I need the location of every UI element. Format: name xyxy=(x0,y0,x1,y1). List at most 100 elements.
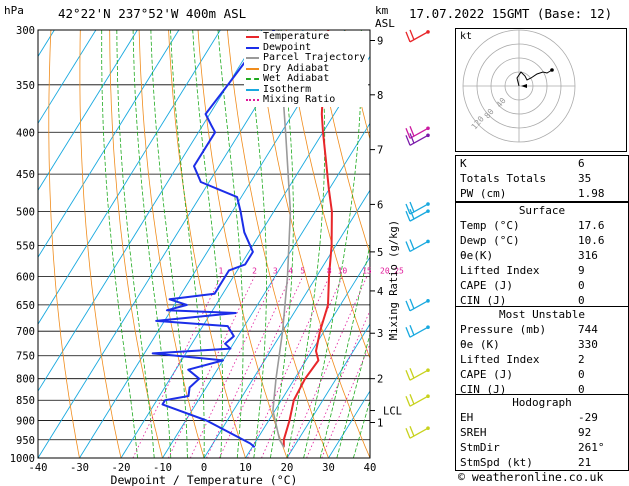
wet-adiabat-line xyxy=(217,30,244,458)
temperature-tick-label: 0 xyxy=(201,462,207,474)
dry-adiabat-line xyxy=(168,30,246,458)
mixing-ratio-label: 10 xyxy=(338,266,348,275)
pressure-tick-label: 600 xyxy=(16,271,35,283)
hodo-value: 261° xyxy=(578,441,605,454)
wind-barb xyxy=(405,29,430,43)
mu-label: Pressure (mb) xyxy=(460,323,547,336)
km-tick-label: 9 xyxy=(377,36,383,48)
hodo-row: SREH 92 xyxy=(456,425,628,440)
surface-value: 0 xyxy=(578,279,585,292)
km-tick-label: 2 xyxy=(377,374,383,386)
mixing-ratio-label: 25 xyxy=(394,266,404,275)
index-row-totals: Totals Totals 35 xyxy=(456,171,628,186)
wind-barb xyxy=(405,425,430,439)
wet-adiabat-line xyxy=(246,30,267,458)
x-axis-title: Dewpoint / Temperature (°C) xyxy=(111,473,298,486)
index-value: 1.98 xyxy=(578,187,605,200)
legend-swatch xyxy=(246,99,259,102)
wet-adiabat-line xyxy=(132,30,172,458)
temperature-tick-label: -30 xyxy=(70,462,89,474)
km-tick-label: 1 xyxy=(377,418,383,430)
legend-item: Wet Adiabat xyxy=(246,73,365,85)
hodograph-chart: kt 120 80 40 xyxy=(455,28,627,152)
wind-barb xyxy=(405,393,430,407)
legend-label: Isotherm xyxy=(263,83,312,95)
wind-barb xyxy=(405,201,430,215)
pressure-tick-label: 650 xyxy=(16,300,35,312)
isotherm-line xyxy=(162,122,370,458)
temperature-tick-label: 30 xyxy=(322,462,335,474)
hodograph-trace xyxy=(516,69,553,87)
legend-label: Dry Adiabat xyxy=(263,62,330,74)
location-title: 42°22'N 237°52'W 400m ASL xyxy=(58,6,247,21)
isotherm-line xyxy=(38,30,263,392)
surface-row: CIN (J) 0 xyxy=(456,293,628,308)
surface-value: 0 xyxy=(578,294,585,307)
hodo-value: 92 xyxy=(578,426,592,439)
surface-value: 17.6 xyxy=(578,219,605,232)
dewpoint-series xyxy=(151,30,276,448)
temperature-tick-label: 10 xyxy=(239,462,252,474)
legend-swatch xyxy=(246,46,259,49)
index-value: 6 xyxy=(578,157,585,170)
km-tick-label: 8 xyxy=(377,90,383,102)
legend-label: Dewpoint xyxy=(263,41,312,53)
mu-label: Lifted Index xyxy=(460,353,540,366)
wind-barb xyxy=(405,324,430,338)
isotherm-line xyxy=(38,30,138,192)
hodo-row: StmSpd (kt) 21 xyxy=(456,455,628,470)
wet-adiabat-line xyxy=(170,30,205,458)
temperature-tick-label: 40 xyxy=(364,462,377,474)
datetime-title: 17.07.2022 15GMT (Base: 12) xyxy=(409,6,613,21)
legend-label: Temperature xyxy=(263,31,330,42)
temperature-tick-label: 20 xyxy=(281,462,294,474)
legend-swatch xyxy=(246,36,259,39)
dry-adiabat-line xyxy=(285,30,370,360)
temperature-series xyxy=(282,30,333,448)
mixing-ratio-label: 15 xyxy=(362,266,372,275)
surface-label: CIN (J) xyxy=(460,294,507,307)
surface-title: Surface xyxy=(518,204,566,217)
index-value: 35 xyxy=(578,172,592,185)
mu-label: CIN (J) xyxy=(460,383,507,396)
km-tick-label: 6 xyxy=(377,199,383,211)
pressure-tick-label: 300 xyxy=(16,25,35,37)
mu-row: CIN (J) 0 xyxy=(456,382,628,397)
legend-item: Temperature xyxy=(246,31,365,43)
wind-barb xyxy=(405,126,430,139)
mixing-ratio-line xyxy=(219,276,304,458)
legend-label: Parcel Trajectory xyxy=(263,52,366,63)
pressure-tick-label: 350 xyxy=(16,80,35,92)
mu-row: CAPE (J) 0 xyxy=(456,367,628,382)
mixing-ratio-label: 20 xyxy=(380,266,390,275)
hodo-row: EH -29 xyxy=(456,410,628,425)
index-row-pw: PW (cm) 1.98 xyxy=(456,186,628,201)
hpa-axis-title: hPa xyxy=(4,4,24,17)
legend-label: Wet Adiabat xyxy=(263,73,330,84)
wet-adiabat-line xyxy=(150,30,188,458)
temperature-tick-label: -40 xyxy=(29,462,48,474)
km-tick-label: 4 xyxy=(377,286,383,298)
mu-row: Lifted Index 2 xyxy=(456,352,628,367)
isotherm-line xyxy=(245,256,370,458)
pressure-tick-label: 700 xyxy=(16,326,35,338)
legend-item: Dry Adiabat xyxy=(246,62,365,75)
mu-value: 330 xyxy=(578,338,598,351)
index-label: Totals Totals xyxy=(460,172,547,185)
wind-barb xyxy=(405,133,430,146)
wet-adiabat-line xyxy=(116,30,155,458)
wet-adiabat-line xyxy=(101,30,138,458)
wind-barb xyxy=(405,298,430,312)
mu-row: θe (K) 330 xyxy=(456,337,628,352)
pressure-tick-label: 500 xyxy=(16,207,35,219)
km-tick-label: 3 xyxy=(377,328,383,340)
mu-row: Pressure (mb) 744 xyxy=(456,322,628,337)
pressure-tick-label: 950 xyxy=(16,435,35,447)
surface-row: CAPE (J) 0 xyxy=(456,278,628,293)
temperature-tick-label: -20 xyxy=(112,462,131,474)
surface-label: Dewp (°C) xyxy=(460,234,520,247)
legend-label: Mixing Ratio xyxy=(263,94,336,105)
mixing-ratio-line xyxy=(132,276,222,458)
pressure-tick-label: 850 xyxy=(16,395,35,407)
